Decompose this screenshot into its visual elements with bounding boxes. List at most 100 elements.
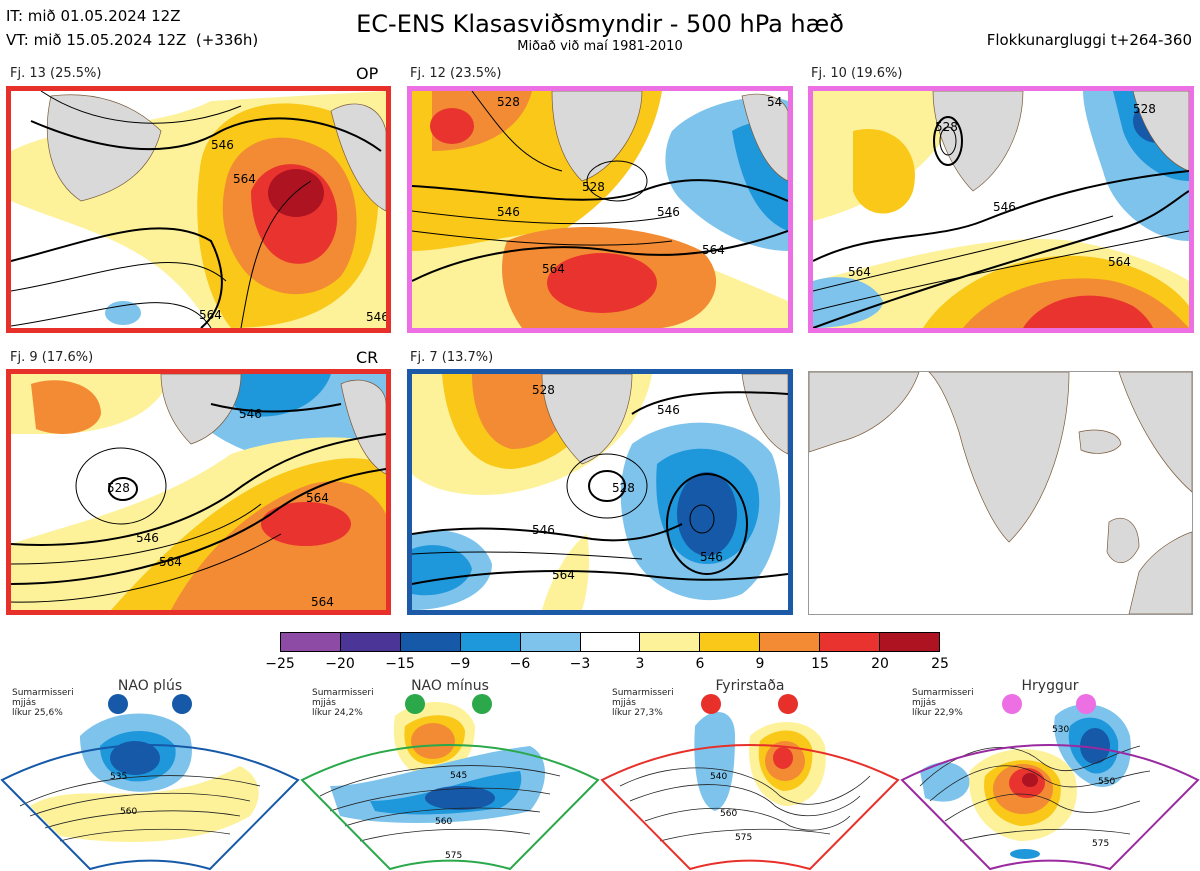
contour [29, 792, 251, 817]
land-british-isles [1106, 517, 1140, 563]
sector-outline [900, 744, 1200, 871]
contour-label: 564 [199, 308, 222, 322]
anomaly-light-blue [920, 762, 970, 802]
land-greenland [46, 94, 162, 202]
contour-label: 564 [311, 595, 334, 609]
land-europe [1128, 531, 1192, 614]
contour-label: 528 [497, 95, 520, 109]
panel-3-label: Fj. 10 (19.6%) [811, 66, 903, 81]
contour-label: 546 [136, 531, 159, 545]
contour-heavy [412, 570, 788, 585]
regime-info: Sumarmisseri mjjás líkur 24,2% [312, 688, 374, 718]
land-greenland [932, 91, 1024, 192]
regime-dot [108, 694, 128, 714]
contour [959, 828, 1131, 842]
colorbar-tick-label: −15 [385, 656, 415, 672]
contour-label: 546 [497, 205, 520, 219]
contour-heavy [11, 433, 386, 546]
colorbar-segment [520, 633, 581, 651]
contour [19, 775, 261, 807]
contour [929, 765, 1151, 802]
regime-title: NAO mínus [411, 678, 489, 694]
base-map [808, 371, 1193, 615]
contour [59, 828, 231, 842]
contour-label: 564 [848, 265, 871, 279]
contour-label: 54 [767, 95, 782, 109]
contour [412, 230, 673, 246]
contour-heavy [30, 117, 382, 152]
cluster-map-5: 528 528 546 546 564 546 [407, 369, 793, 615]
colorbar-tick-label: −25 [265, 656, 295, 672]
contour-heavy [412, 230, 788, 282]
colorbar-tick-label: 15 [811, 656, 829, 672]
regime-nao-minus: 545 560 575 NAO mínus Sumarmisseri mjjás… [300, 676, 600, 871]
contour [44, 810, 241, 829]
contour-label: 528 [935, 120, 958, 134]
panel-1-label: Fj. 13 (25.5%) [10, 66, 102, 81]
contour-label: 575 [735, 833, 752, 843]
contour-label: 530 [1052, 725, 1069, 735]
cluster-map-4: 528 546 564 564 546 564 [6, 369, 391, 615]
contour-label: 560 [435, 817, 452, 827]
contour-label: 564 [159, 555, 182, 569]
land-greenland [541, 374, 633, 465]
contour-heavy [666, 473, 748, 575]
regime-nao-plus: 535 560 NAO plús Sumarmisseri mjjás líku… [0, 676, 300, 871]
anomaly-dark-blue [425, 786, 495, 810]
contour-label: 535 [110, 772, 127, 782]
contour [11, 503, 262, 565]
contour [813, 215, 1114, 292]
colorbar-tick-label: 3 [635, 656, 645, 672]
colorbar-segment [340, 633, 401, 651]
sector-outline [0, 744, 300, 871]
colorbar-tick-label: 9 [755, 656, 765, 672]
colorbar-segment [580, 633, 641, 651]
colorbar-tick-label: −3 [569, 656, 591, 672]
anomaly-red [1023, 295, 1153, 328]
sector-outline [300, 744, 600, 871]
colorbar-tick-label: −9 [449, 656, 471, 672]
page-title: EC-ENS Klasasviðsmyndir - 500 hPa hæð [356, 10, 844, 38]
regime-title: Fyrirstaða [715, 678, 785, 694]
colorbar [280, 632, 940, 652]
contour-label: 528 [107, 481, 130, 495]
colorbar-segment [400, 633, 461, 651]
contour-heavy [108, 477, 138, 501]
contour-label: 564 [306, 491, 329, 505]
contour [629, 784, 861, 816]
contour [813, 230, 1189, 312]
land-iceland [1078, 429, 1122, 454]
panel-1-tag: OP [356, 64, 379, 83]
anomaly-blue [1010, 849, 1040, 859]
contour-label: 546 [211, 138, 234, 152]
contour [11, 302, 212, 328]
cluster-map-1: 546 564 564 546 [6, 86, 391, 333]
contour [644, 807, 851, 831]
anomaly-red [773, 747, 793, 769]
anomaly-dark-blue [677, 472, 737, 556]
contour-label: 564 [542, 262, 565, 276]
colorbar-segment [760, 633, 821, 651]
contour-label: 546 [532, 523, 555, 537]
regime-info: Sumarmisseri mjjás líkur 22,9% [912, 688, 974, 718]
contour-label: 560 [720, 809, 737, 819]
contour-label: 564 [233, 172, 256, 186]
land-canada [809, 372, 920, 453]
panel-5-label: Fj. 7 (13.7%) [410, 350, 494, 365]
contour [11, 533, 282, 603]
contour [344, 807, 541, 827]
contour [659, 828, 831, 842]
contour-heavy [412, 179, 788, 202]
contour-label: 546 [700, 550, 723, 564]
regime-dot [472, 694, 492, 714]
contour-label: 546 [993, 200, 1016, 214]
contour [939, 126, 957, 156]
contour-heavy [813, 190, 1189, 328]
colorbar-tick-label: −20 [325, 656, 355, 672]
contour [689, 504, 715, 534]
contour-label: 540 [710, 772, 727, 782]
contour [566, 453, 648, 519]
contour [412, 551, 643, 560]
anomaly-orange [411, 723, 455, 759]
contour [944, 793, 1141, 822]
